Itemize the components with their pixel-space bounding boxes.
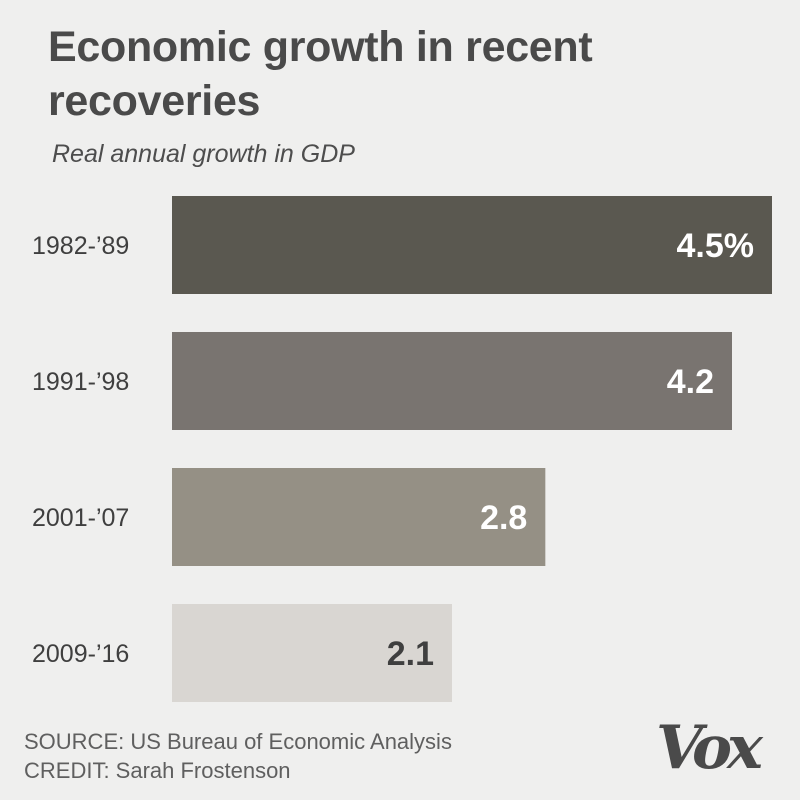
category-label-1: 1991-’98 <box>32 368 129 396</box>
category-label-0: 1982-’89 <box>32 232 129 260</box>
value-label-0: 4.5% <box>677 227 755 265</box>
chart-subtitle: Real annual growth in GDP <box>52 140 355 168</box>
bar-2 <box>172 468 546 566</box>
chart-title: Economic growth in recent recoveries <box>48 23 593 125</box>
bar-3 <box>172 604 452 702</box>
bar-0 <box>172 196 772 294</box>
value-label-2: 2.8 <box>480 499 527 537</box>
bar-chart: 1982-’89 4.5% 1991-’98 4.2 2001-’07 2.8 2009-’… <box>32 196 772 702</box>
value-label-3: 2.1 <box>387 635 434 673</box>
credit-note: CREDIT: Sarah Frostenson <box>24 758 291 783</box>
value-label-1: 4.2 <box>667 363 714 401</box>
category-label-2: 2001-’07 <box>32 504 129 532</box>
vox-logo: Vox <box>656 713 763 783</box>
bar-1 <box>172 332 732 430</box>
category-label-3: 2009-’16 <box>32 640 129 668</box>
chart-footer: SOURCE: US Bureau of Economic Analysis C… <box>24 727 452 785</box>
source-note: SOURCE: US Bureau of Economic Analysis <box>24 729 452 754</box>
